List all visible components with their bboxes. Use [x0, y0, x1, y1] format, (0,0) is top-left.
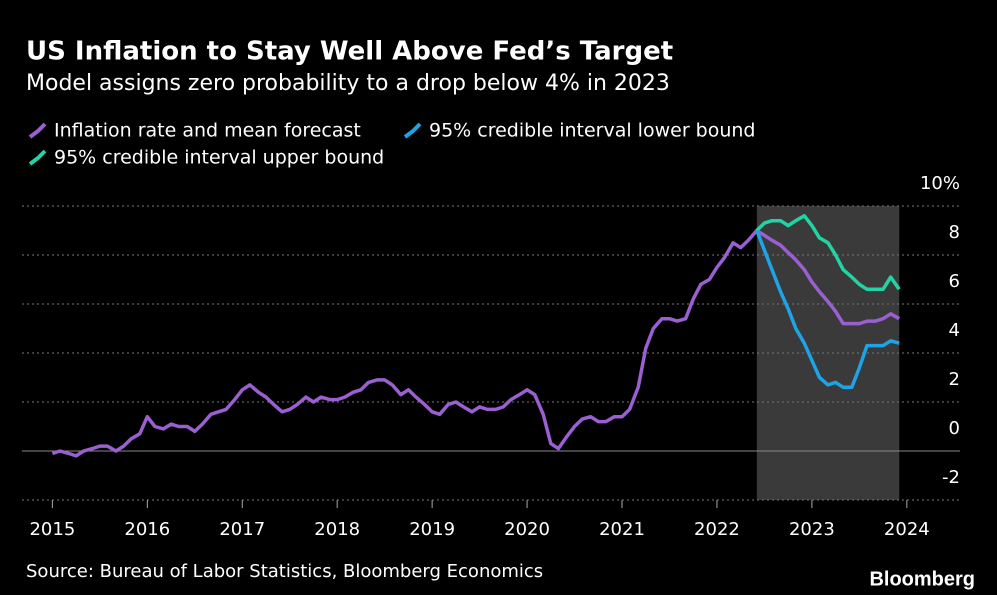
x-tick-label: 2020 [504, 519, 550, 540]
x-tick-label: 2021 [599, 519, 645, 540]
series-line [755, 214, 901, 292]
logo: Bloomberg [869, 568, 975, 590]
legend-swatch [28, 149, 47, 166]
x-tick-label: 2024 [884, 519, 930, 540]
x-tick-label: 2018 [314, 519, 360, 540]
chart-title: US Inflation to Stay Well Above Fed’s Ta… [26, 37, 673, 67]
x-tick-label: 2023 [789, 519, 835, 540]
series-line [755, 229, 900, 390]
x-tick-label: 2019 [409, 519, 455, 540]
x-tick-label: 2016 [124, 519, 170, 540]
y-tick-label: -2 [942, 467, 960, 488]
y-tick-label: 2 [949, 369, 960, 390]
y-tick-label: 8 [949, 222, 960, 243]
source: Source: Bureau of Labor Statistics, Bloo… [26, 561, 543, 582]
y-tick-label: 0 [949, 418, 960, 439]
x-tick-label: 2015 [29, 519, 75, 540]
chart-subtitle: Model assigns zero probability to a drop… [26, 71, 670, 96]
x-tick-label: 2022 [694, 519, 740, 540]
x-tick-label: 2017 [219, 519, 265, 540]
legend-label: Inflation rate and mean forecast [54, 120, 361, 142]
y-tick-label: 4 [949, 320, 960, 341]
legend-swatch [403, 122, 422, 139]
y-tick-label: 6 [949, 271, 960, 292]
legend-label: 95% credible interval upper bound [54, 147, 384, 169]
y-tick-label: 10% [920, 173, 960, 194]
legend-swatch [28, 122, 47, 139]
legend-label: 95% credible interval lower bound [429, 120, 756, 142]
